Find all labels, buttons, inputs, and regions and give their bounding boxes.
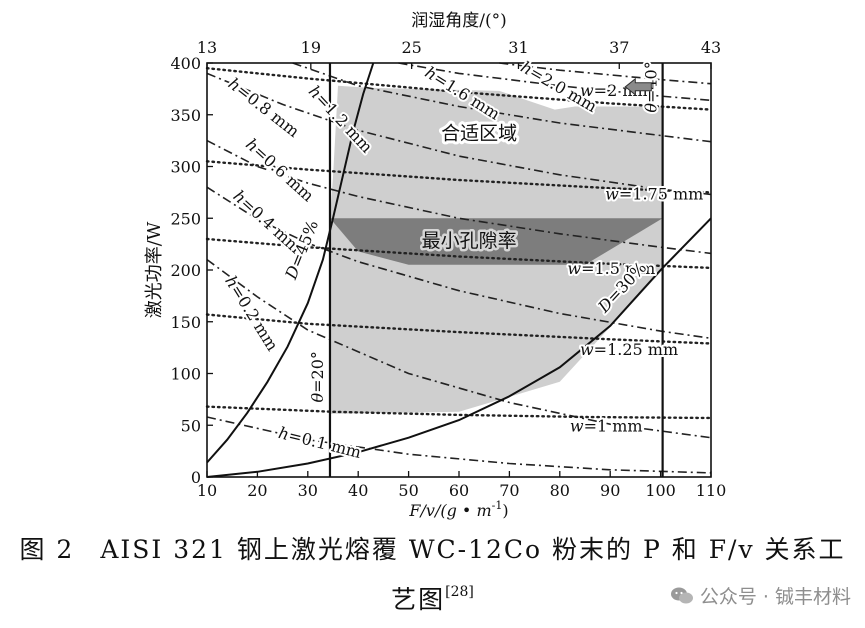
series-line-h-0p1-mm bbox=[206, 416, 712, 474]
curve-label-w-1p25-mm: w=1.25 mm bbox=[580, 340, 678, 359]
series-line-h-0p2-mm bbox=[206, 258, 712, 439]
y-tick-label: 200 bbox=[170, 261, 201, 280]
series-line-h-1p2-mm bbox=[292, 62, 712, 143]
series-line-w-1p25-mm bbox=[205, 313, 713, 345]
series-line-h-0p8-mm bbox=[206, 72, 712, 196]
top-tick-label: 37 bbox=[609, 38, 629, 57]
y-tick-label: 350 bbox=[170, 106, 201, 125]
x-tick-label: 80 bbox=[550, 481, 570, 500]
curve-label-h-0p1-mm: h=0.1 mm bbox=[277, 423, 364, 462]
caption-reference: [28] bbox=[445, 584, 474, 600]
x-tick-label: 40 bbox=[348, 481, 368, 500]
curve-label-w-1p5-mm: w=1.5 mm bbox=[567, 259, 655, 278]
region-label-min-porosity: 最小孔隙率 bbox=[422, 230, 517, 252]
curve-label-h-0p2-mm: h=0.2 mm bbox=[221, 272, 282, 354]
caption-text: AISI 321 钢上激光熔覆 WC-12Co 粉末的 P 和 F/v 关系工 bbox=[100, 535, 846, 564]
process-chart: 10 20 30 40 50 60 70 80 90 100 110 0 50 100 150 200 250 3… bbox=[144, 11, 726, 520]
figure-number: 图 2 bbox=[19, 535, 75, 564]
caption-text-2: 艺图 bbox=[391, 585, 446, 614]
y-tick-label: 0 bbox=[191, 468, 201, 487]
top-axis-title: 润湿角度/(°) bbox=[411, 11, 507, 31]
top-tick-label: 31 bbox=[508, 38, 528, 57]
x-tick-label: 100 bbox=[645, 481, 676, 500]
min-porosity-region bbox=[330, 218, 663, 265]
axis-ticks: 10 20 30 40 50 60 70 80 90 100 110 0 50 100 150 200 250 3… bbox=[144, 11, 726, 520]
y-tick-label: 400 bbox=[170, 54, 201, 73]
curve-label--20: θ=20° bbox=[308, 351, 327, 402]
curve-label-w-1p75-mm: w=1.75 mm bbox=[605, 185, 703, 204]
region-label-suitable: 合适区域 bbox=[441, 123, 517, 145]
x-tick-label: 60 bbox=[449, 481, 469, 500]
y-axis-title: 激光功率/W bbox=[144, 221, 165, 318]
series-line-w-2-mm bbox=[205, 66, 713, 111]
y-tick-label: 250 bbox=[170, 209, 201, 228]
y-tick-label: 50 bbox=[181, 416, 201, 435]
series-line-w-1p5-mm bbox=[205, 237, 713, 270]
top-tick-label: 13 bbox=[197, 38, 217, 57]
y-tick-label: 300 bbox=[170, 158, 201, 177]
curve-label--40: θ=40° bbox=[642, 61, 661, 112]
y-tick-label: 100 bbox=[170, 365, 201, 384]
top-tick-label: 19 bbox=[301, 38, 321, 57]
x-tick-label: 30 bbox=[298, 481, 318, 500]
figure-caption-line2: 艺图[28] bbox=[0, 580, 865, 616]
x-tick-label: 10 bbox=[197, 481, 217, 500]
watermark-text: 公众号 · 铖丰材料 bbox=[699, 586, 851, 608]
top-tick-label: 43 bbox=[701, 38, 721, 57]
series-line-d-30 bbox=[206, 217, 712, 478]
lines-layer bbox=[205, 62, 713, 478]
x-tick-label: 110 bbox=[696, 481, 727, 500]
x-axis-title: F/v/(g • m-1) bbox=[408, 499, 508, 520]
series-line-h-1p6-mm bbox=[398, 62, 712, 102]
wechat-icon bbox=[670, 587, 693, 603]
curve-label-w-1-mm: w=1 mm bbox=[570, 416, 643, 435]
figure-caption-line1: 图 2 AISI 321 钢上激光熔覆 WC-12Co 粉末的 P 和 F/v 关… bbox=[0, 530, 865, 566]
x-tick-label: 20 bbox=[247, 481, 267, 500]
x-tick-label: 70 bbox=[499, 481, 519, 500]
series-line-d-45 bbox=[206, 62, 375, 464]
regions-layer bbox=[330, 85, 663, 414]
series-line-w-1-mm bbox=[205, 405, 713, 420]
series-line-h-0p4-mm bbox=[206, 186, 712, 340]
watermark: 公众号 · 铖丰材料 bbox=[670, 582, 851, 609]
x-tick-label: 50 bbox=[398, 481, 418, 500]
series-line-h-0p6-mm bbox=[206, 139, 712, 255]
series-line-w-1p75-mm bbox=[205, 160, 713, 194]
x-tick-label: 90 bbox=[600, 481, 620, 500]
left-arrow-icon bbox=[624, 77, 652, 96]
top-tick-label: 25 bbox=[401, 38, 421, 57]
y-tick-label: 150 bbox=[170, 313, 201, 332]
